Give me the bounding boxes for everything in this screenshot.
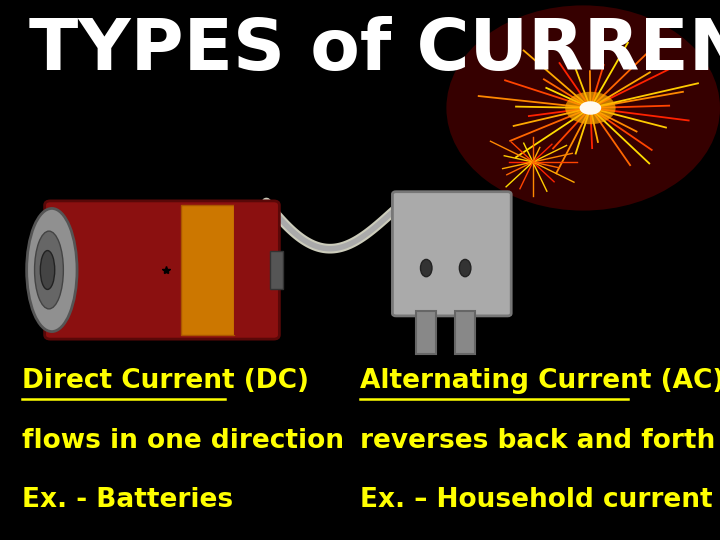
Text: Direct Current (DC): Direct Current (DC) — [22, 368, 309, 394]
Text: flows in one direction: flows in one direction — [22, 428, 343, 454]
Ellipse shape — [446, 5, 720, 211]
FancyBboxPatch shape — [392, 192, 511, 316]
Ellipse shape — [565, 92, 616, 124]
Bar — [416, 310, 436, 354]
Ellipse shape — [420, 259, 432, 276]
Ellipse shape — [580, 102, 601, 115]
Bar — [181, 205, 235, 335]
Text: reverses back and forth: reverses back and forth — [360, 428, 715, 454]
Text: Ex. - Batteries: Ex. - Batteries — [22, 487, 233, 513]
Bar — [235, 205, 271, 335]
Ellipse shape — [27, 208, 77, 332]
Text: Ex. – Household current: Ex. – Household current — [360, 487, 713, 513]
Text: Alternating Current (AC): Alternating Current (AC) — [360, 368, 720, 394]
Bar — [455, 310, 475, 354]
Ellipse shape — [459, 259, 471, 276]
FancyBboxPatch shape — [45, 201, 279, 339]
Text: TYPES of CURRENT: TYPES of CURRENT — [29, 16, 720, 85]
Ellipse shape — [35, 231, 63, 309]
Bar — [270, 251, 283, 289]
Ellipse shape — [40, 251, 55, 289]
